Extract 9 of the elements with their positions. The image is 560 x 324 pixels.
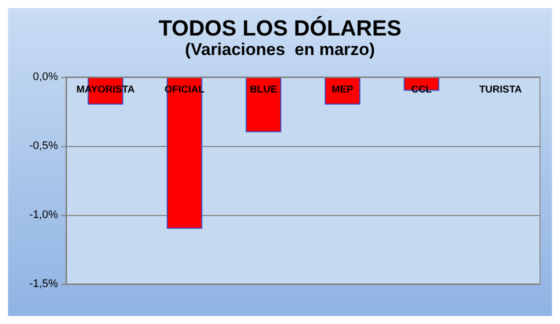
y-tick-label: -1,0%: [29, 209, 58, 221]
y-tick-label: -0,5%: [29, 140, 58, 152]
x-tick-label: MEP: [332, 84, 354, 96]
x-tick-label: TURISTA: [479, 84, 522, 96]
y-tick-label: -1,5%: [29, 278, 58, 290]
chart-title: TODOS LOS DÓLARES: [158, 16, 402, 40]
x-tick-label: BLUE: [250, 84, 278, 96]
chart-subtitle: (Variaciones en marzo): [185, 40, 375, 59]
y-tick-label: 0,0%: [32, 71, 58, 83]
